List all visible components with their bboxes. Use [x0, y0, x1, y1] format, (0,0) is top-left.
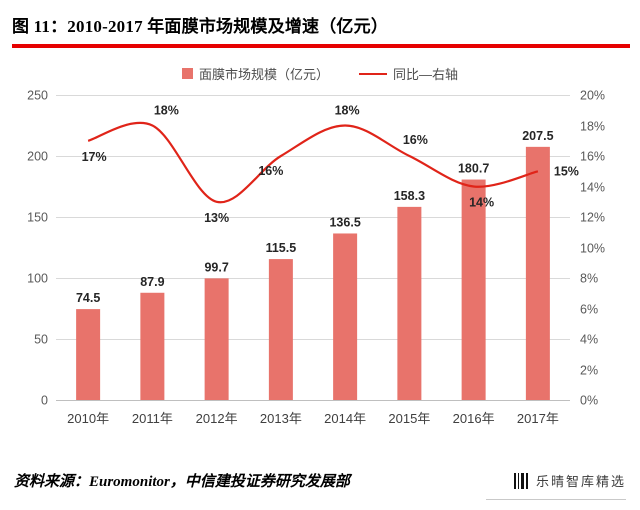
right-axis-label: 18% — [580, 120, 605, 134]
bar — [140, 292, 165, 400]
bar-series-swatch — [181, 68, 193, 79]
bar-value-label: 136.5 — [329, 215, 360, 229]
left-axis-label: 200 — [27, 150, 48, 164]
bar — [333, 233, 358, 400]
watermark-rule — [486, 499, 626, 500]
title-accent-rule — [12, 44, 630, 48]
growth-point-label: 13% — [204, 211, 229, 225]
source-note: 资料来源：Euromonitor，中信建投证券研究发展部 — [14, 474, 350, 490]
chart-legend: 面膜市场规模（亿元） 同比—右轴 — [0, 64, 640, 83]
chart-header: 图 11：2010-2017 年面膜市场规模及增速（亿元） — [0, 0, 640, 48]
right-axis-label: 20% — [580, 89, 605, 103]
watermark: 乐晴智库精选 — [513, 471, 626, 490]
x-axis-label: 2015年 — [388, 411, 430, 426]
bar — [397, 206, 422, 400]
growth-point-label: 18% — [154, 104, 179, 118]
x-axis-label: 2011年 — [132, 411, 173, 426]
right-axis-label: 0% — [580, 394, 598, 408]
growth-point-label: 16% — [258, 164, 283, 178]
bar — [461, 179, 486, 400]
left-axis-label: 100 — [27, 272, 48, 286]
bar-value-label: 74.5 — [76, 291, 100, 305]
left-axis-label: 0 — [41, 394, 48, 408]
line-series-swatch — [359, 72, 387, 75]
bar-value-label: 99.7 — [204, 260, 228, 274]
bar — [268, 259, 293, 400]
x-axis-label: 2017年 — [517, 411, 559, 426]
legend-bars-label: 面膜市场规模（亿元） — [198, 67, 329, 82]
legend-line-label: 同比—右轴 — [393, 67, 459, 82]
right-axis-label: 2% — [580, 364, 598, 378]
right-axis-label: 6% — [580, 303, 598, 317]
growth-point-label: 15% — [554, 164, 579, 178]
bar-value-label: 207.5 — [522, 129, 553, 143]
chart-area: 0 50 100 150 200 250 0% 2% 4% 6% 8% 10% 12% 14% 16% 18%… — [10, 85, 640, 440]
bar — [76, 309, 101, 400]
bar — [204, 278, 229, 400]
bar — [525, 146, 550, 400]
market-chart-svg: 0 50 100 150 200 250 0% 2% 4% 6% 8% 10% 12% 14% 16% 18%… — [27, 89, 605, 427]
growth-point-label: 18% — [335, 104, 360, 118]
growth-point-label: 17% — [82, 150, 107, 164]
right-axis-label: 4% — [580, 333, 598, 347]
growth-point-label: 14% — [469, 196, 494, 210]
x-axis-label: 2012年 — [196, 411, 238, 426]
bar-value-label: 115.5 — [266, 241, 297, 255]
left-axis-label: 50 — [34, 333, 48, 347]
right-axis-label: 16% — [580, 150, 605, 164]
growth-line — [87, 121, 539, 204]
bar-value-label: 180.7 — [458, 162, 489, 176]
barcode-icon — [513, 472, 528, 489]
left-axis-label: 250 — [27, 89, 48, 103]
right-axis-label: 14% — [580, 181, 605, 195]
right-axis-label: 12% — [580, 211, 605, 225]
legend-item-line: 同比—右轴 — [359, 64, 458, 83]
watermark-text: 乐晴智库精选 — [535, 474, 626, 489]
bar-value-label: 87.9 — [140, 275, 164, 289]
legend-item-bars: 面膜市场规模（亿元） — [181, 64, 329, 83]
bar-value-label: 158.3 — [394, 189, 425, 203]
x-axis-label: 2014年 — [324, 411, 366, 426]
growth-point-label: 16% — [403, 133, 428, 147]
right-axis-label: 8% — [580, 272, 598, 286]
x-axis-label: 2016年 — [453, 411, 495, 426]
figure-title: 图 11：2010-2017 年面膜市场规模及增速（亿元） — [12, 17, 389, 36]
x-axis-label: 2010年 — [67, 411, 109, 426]
left-axis-label: 150 — [27, 211, 48, 225]
right-axis-label: 10% — [580, 242, 605, 256]
x-axis-label: 2013年 — [260, 411, 302, 426]
